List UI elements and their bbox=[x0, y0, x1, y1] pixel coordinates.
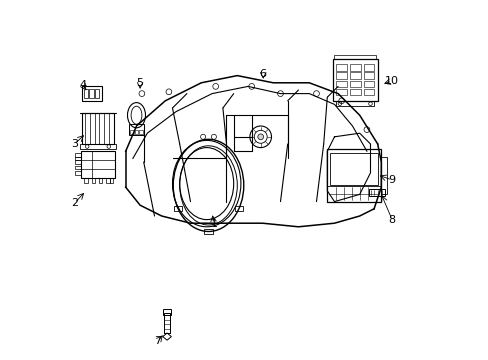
Text: 5: 5 bbox=[136, 78, 143, 88]
Bar bbox=[139, 130, 142, 134]
Text: 4: 4 bbox=[79, 80, 86, 90]
Bar bbox=[336, 72, 346, 79]
Bar bbox=[164, 313, 170, 333]
Bar bbox=[363, 89, 374, 95]
Text: 1: 1 bbox=[210, 219, 217, 229]
Text: 7: 7 bbox=[154, 336, 162, 346]
Text: 6: 6 bbox=[259, 69, 266, 79]
Bar bbox=[349, 64, 360, 71]
Text: 2: 2 bbox=[71, 198, 78, 208]
Bar bbox=[332, 59, 377, 101]
Bar bbox=[204, 229, 212, 234]
Bar bbox=[134, 130, 138, 134]
Circle shape bbox=[257, 134, 263, 140]
Bar bbox=[349, 89, 360, 95]
Bar bbox=[95, 89, 99, 98]
Bar bbox=[89, 89, 94, 98]
Bar bbox=[349, 81, 360, 87]
Bar bbox=[381, 157, 386, 194]
Bar bbox=[81, 86, 102, 101]
Bar bbox=[130, 130, 133, 134]
Bar bbox=[336, 64, 346, 71]
Bar bbox=[349, 72, 360, 79]
Bar bbox=[83, 89, 88, 98]
Bar bbox=[234, 206, 243, 211]
Bar bbox=[336, 89, 346, 95]
Bar bbox=[81, 113, 114, 144]
Bar bbox=[75, 171, 81, 175]
Bar bbox=[75, 166, 81, 169]
Bar bbox=[336, 81, 346, 87]
Bar bbox=[80, 144, 116, 149]
Bar bbox=[75, 157, 81, 160]
Text: 8: 8 bbox=[388, 215, 395, 225]
Bar bbox=[106, 178, 109, 183]
Text: 3: 3 bbox=[71, 139, 78, 149]
Bar bbox=[334, 55, 375, 59]
Bar bbox=[363, 64, 374, 71]
Bar bbox=[173, 206, 182, 211]
Bar bbox=[99, 178, 102, 183]
Bar bbox=[81, 151, 115, 178]
Bar bbox=[329, 153, 378, 185]
Text: 9: 9 bbox=[388, 175, 395, 185]
Bar bbox=[75, 153, 81, 157]
Bar bbox=[363, 81, 374, 87]
Bar bbox=[336, 101, 373, 106]
Bar bbox=[163, 309, 171, 315]
Bar bbox=[368, 189, 384, 196]
Bar bbox=[128, 124, 144, 135]
Bar bbox=[84, 178, 88, 183]
Bar bbox=[363, 72, 374, 79]
Bar bbox=[326, 149, 381, 202]
Bar bbox=[109, 178, 113, 183]
Bar bbox=[75, 160, 81, 164]
Text: 10: 10 bbox=[385, 76, 398, 86]
Bar bbox=[91, 178, 95, 183]
